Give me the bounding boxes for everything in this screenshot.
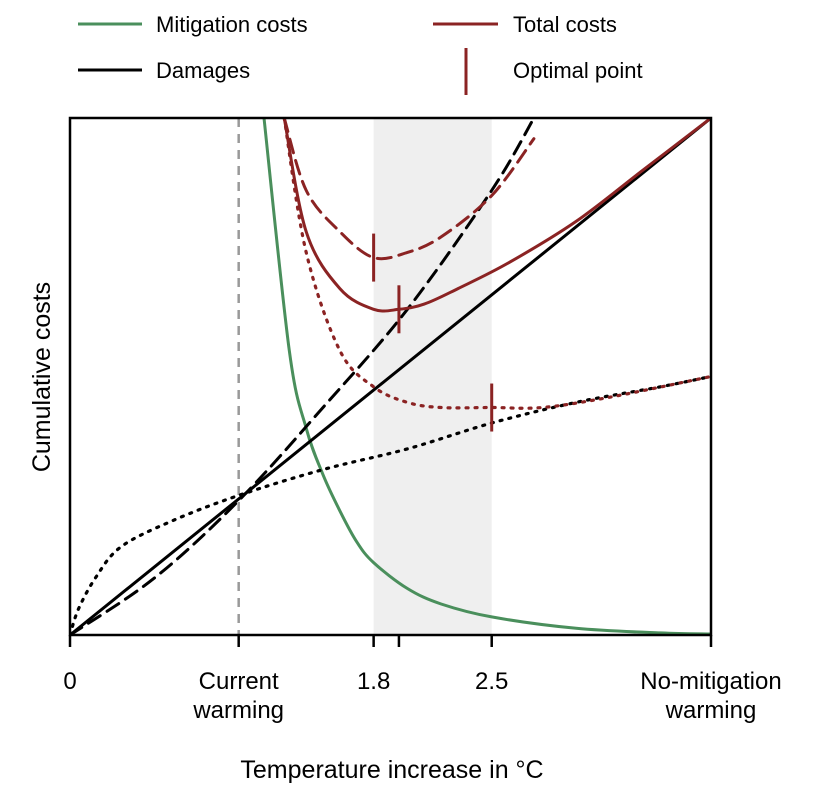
legend: Mitigation costs Total costs Damages Opt… [78,12,643,95]
legend-label-total: Total costs [513,12,617,37]
shaded-band [373,118,492,635]
legend-label-mitigation: Mitigation costs [156,12,308,37]
x-axis: 0 Current warming 1.8 2.5 No-mitigation warmin… [63,635,782,724]
plot-area [68,116,713,637]
legend-label-optimal: Optimal point [513,58,643,83]
series-line-mitigation-costs [262,118,711,635]
legend-item-total: Total costs [433,12,617,37]
series-line-damages-convex [70,118,536,635]
plot-frame [68,116,713,637]
x-axis-title: Temperature increase in °C [240,756,543,784]
series-line-damages-concave [70,374,711,635]
series-line-total-costs-concave-damages [282,118,711,410]
legend-item-damages: Damages [78,58,250,83]
series-line-damages-linear [70,118,711,635]
x-tick-label-5: No-mitigation warming [640,668,781,724]
series-line-total-costs-linear-damages [282,118,711,313]
x-tick-label-2: 1.8 [357,668,390,695]
legend-item-optimal: Optimal point [464,48,643,95]
x-tick-label-1: Current warming [192,668,284,724]
legend-label-damages: Damages [156,58,250,83]
legend-item-mitigation: Mitigation costs [78,12,308,37]
x-tick-label-0: 0 [63,668,76,695]
series-line-total-costs-convex-damages [282,118,536,261]
x-tick-label-4: 2.5 [475,668,508,695]
y-axis-title: Cumulative costs [28,282,56,472]
